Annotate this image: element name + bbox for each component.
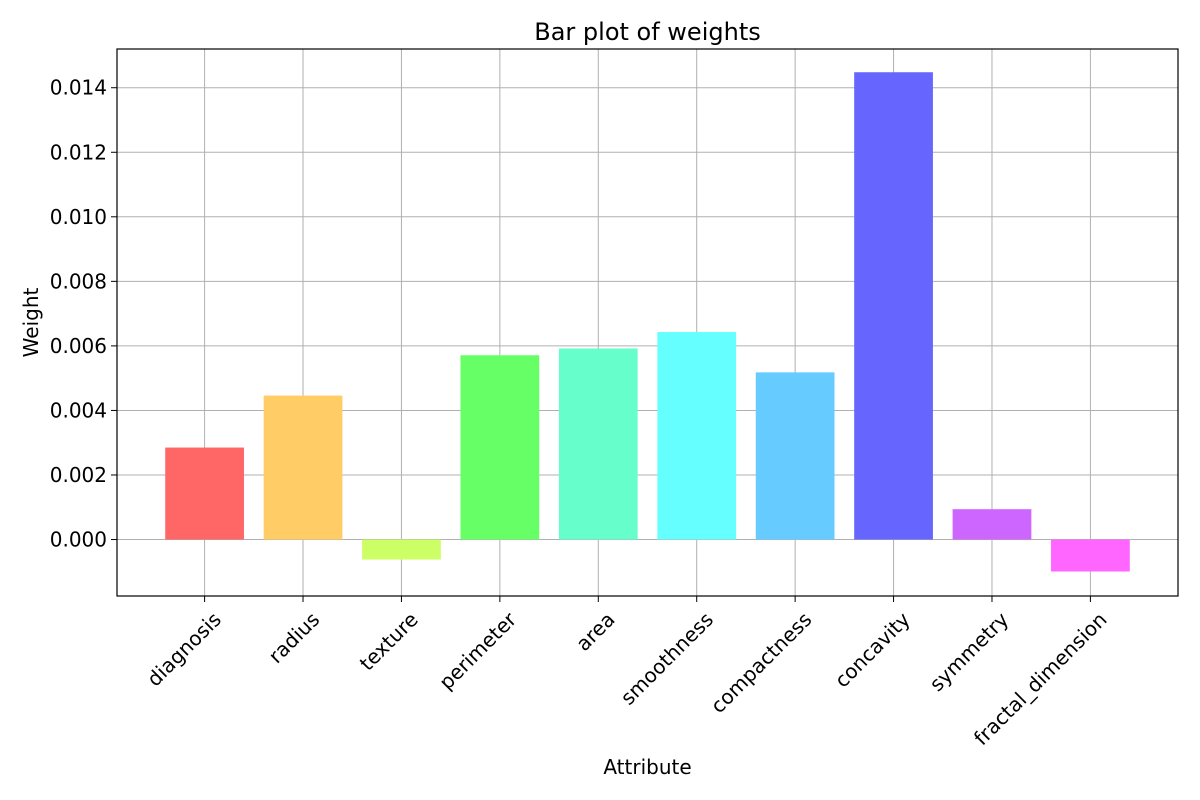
y-tick-label: 0.012: [50, 140, 107, 164]
x-axis-title: Attribute: [603, 755, 691, 779]
bar-perimeter: [460, 355, 540, 540]
x-tick-label: smoothness: [616, 607, 718, 709]
bar-symmetry: [952, 509, 1032, 540]
bar-fractal-dimension: [1051, 539, 1130, 572]
bar-diagnosis: [165, 447, 244, 540]
y-axis-title: Weight: [19, 288, 43, 358]
bar-smoothness: [657, 332, 737, 540]
x-tick-label: symmetry: [925, 607, 1014, 696]
y-tick-label: 0.000: [50, 528, 107, 552]
y-tick-label: 0.006: [50, 334, 107, 358]
x-tick-label: concavity: [830, 607, 915, 692]
x-tick-label: radius: [264, 607, 325, 668]
bar-area: [558, 348, 638, 540]
y-tick-label: 0.010: [50, 205, 107, 229]
y-tick-label: 0.002: [50, 463, 107, 487]
bar-radius: [263, 395, 343, 540]
x-tick-label: perimeter: [434, 607, 521, 694]
y-tick-label: 0.004: [50, 398, 107, 422]
bar-texture: [362, 539, 441, 560]
bar-concavity: [854, 72, 933, 540]
plot-frame: [116, 48, 1179, 597]
x-tick-label: texture: [355, 607, 423, 675]
y-tick-label: 0.014: [50, 76, 107, 100]
x-tick-label: diagnosis: [142, 607, 226, 691]
bar-compactness: [755, 372, 835, 540]
x-tick-label: area: [571, 607, 620, 656]
x-tick-label: compactness: [706, 607, 817, 718]
bars: [165, 72, 1130, 572]
chart-title: Bar plot of weights: [534, 18, 760, 46]
y-tick-label: 0.008: [50, 269, 107, 293]
